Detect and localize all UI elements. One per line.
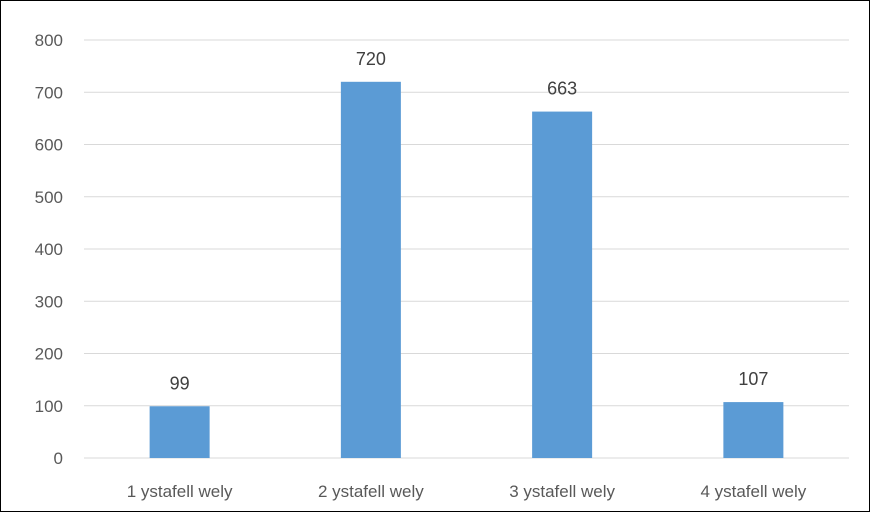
y-tick-label-200: 200: [35, 345, 63, 364]
data-label-1: 99: [170, 373, 190, 393]
x-tick-label-4: 4 ystafell wely: [700, 482, 806, 501]
y-tick-label-300: 300: [35, 292, 63, 311]
data-label-3: 663: [547, 79, 577, 99]
x-tick-label-3: 3 ystafell wely: [509, 482, 615, 501]
bar-4: [723, 402, 784, 458]
bar-3: [532, 111, 593, 459]
gridlines: [84, 39, 849, 459]
y-axis-ticks: 0 100 200 300 400 500 600 700 800: [35, 31, 63, 468]
y-tick-label-0: 0: [54, 449, 63, 468]
bars: [149, 81, 784, 459]
x-axis-ticks: 1 ystafell wely 2 ystafell wely 3 ystafell…: [127, 482, 807, 501]
y-tick-label-700: 700: [35, 83, 63, 102]
data-label-2: 720: [356, 49, 386, 69]
bar-2: [340, 81, 401, 459]
y-tick-label-100: 100: [35, 397, 63, 416]
x-tick-label-1: 1 ystafell wely: [127, 482, 233, 501]
y-tick-label-600: 600: [35, 136, 63, 155]
y-tick-label-400: 400: [35, 240, 63, 259]
x-tick-label-2: 2 ystafell wely: [318, 482, 424, 501]
data-labels: 99 720 663 107: [170, 49, 769, 393]
y-tick-label-500: 500: [35, 188, 63, 207]
data-label-4: 107: [738, 369, 768, 389]
y-tick-label-800: 800: [35, 31, 63, 50]
bar-1: [149, 406, 210, 458]
